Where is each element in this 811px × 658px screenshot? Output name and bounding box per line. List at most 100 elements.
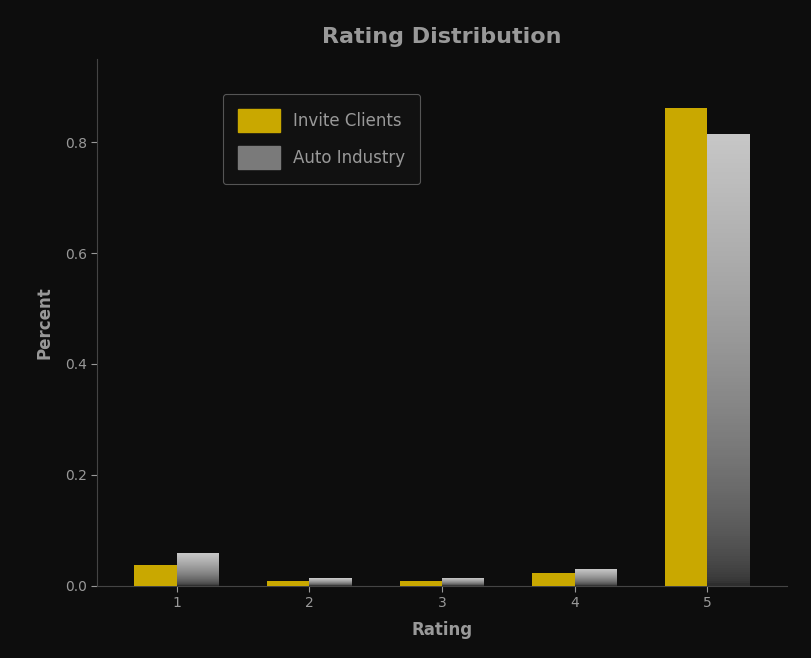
- Bar: [707, 547, 749, 549]
- Bar: [400, 580, 442, 586]
- Bar: [707, 362, 749, 365]
- Bar: [707, 317, 749, 319]
- Bar: [707, 186, 749, 188]
- Bar: [707, 409, 749, 412]
- Bar: [707, 263, 749, 265]
- Bar: [707, 497, 749, 500]
- Bar: [707, 286, 749, 288]
- Bar: [707, 313, 749, 315]
- Bar: [707, 425, 749, 428]
- Bar: [707, 378, 749, 380]
- Bar: [707, 218, 749, 220]
- Bar: [707, 371, 749, 373]
- Bar: [707, 170, 749, 172]
- Bar: [707, 543, 749, 545]
- Bar: [707, 349, 749, 351]
- Bar: [707, 240, 749, 242]
- Bar: [707, 511, 749, 513]
- Bar: [707, 267, 749, 270]
- Bar: [707, 455, 749, 457]
- Bar: [707, 190, 749, 193]
- Bar: [707, 301, 749, 303]
- Bar: [707, 486, 749, 488]
- Bar: [707, 581, 749, 584]
- Bar: [707, 369, 749, 371]
- Bar: [707, 387, 749, 389]
- Bar: [707, 234, 749, 236]
- Bar: [707, 177, 749, 179]
- Bar: [707, 396, 749, 398]
- Bar: [707, 405, 749, 407]
- Bar: [707, 428, 749, 430]
- Bar: [707, 556, 749, 559]
- Bar: [665, 108, 707, 586]
- Bar: [707, 470, 749, 472]
- Bar: [707, 155, 749, 157]
- Bar: [707, 159, 749, 161]
- Bar: [707, 199, 749, 202]
- Bar: [707, 305, 749, 308]
- Bar: [707, 310, 749, 313]
- Bar: [707, 220, 749, 222]
- Bar: [707, 274, 749, 276]
- Bar: [707, 527, 749, 529]
- Bar: [707, 238, 749, 240]
- Bar: [707, 324, 749, 326]
- Bar: [707, 477, 749, 480]
- Bar: [707, 283, 749, 286]
- Bar: [707, 513, 749, 516]
- Bar: [707, 270, 749, 272]
- Bar: [707, 495, 749, 497]
- Bar: [707, 242, 749, 245]
- Bar: [707, 552, 749, 554]
- Bar: [707, 145, 749, 147]
- Bar: [707, 360, 749, 362]
- Bar: [707, 195, 749, 197]
- Bar: [707, 326, 749, 328]
- Bar: [707, 509, 749, 511]
- Bar: [707, 475, 749, 477]
- Bar: [707, 288, 749, 290]
- Bar: [707, 385, 749, 387]
- Bar: [707, 193, 749, 195]
- Bar: [707, 529, 749, 532]
- Bar: [707, 251, 749, 254]
- Bar: [707, 174, 749, 177]
- Bar: [707, 211, 749, 213]
- Bar: [707, 579, 749, 581]
- Bar: [707, 574, 749, 576]
- Bar: [707, 472, 749, 475]
- Bar: [707, 226, 749, 229]
- Bar: [707, 231, 749, 234]
- Bar: [707, 468, 749, 470]
- Bar: [135, 565, 177, 586]
- Bar: [707, 346, 749, 349]
- Bar: [707, 136, 749, 139]
- Title: Rating Distribution: Rating Distribution: [322, 26, 562, 47]
- Bar: [707, 335, 749, 338]
- Bar: [707, 450, 749, 453]
- Bar: [707, 134, 749, 136]
- Bar: [707, 338, 749, 340]
- Bar: [707, 197, 749, 199]
- Bar: [707, 488, 749, 491]
- Bar: [707, 328, 749, 330]
- Bar: [707, 407, 749, 409]
- Bar: [707, 466, 749, 468]
- Bar: [707, 292, 749, 294]
- Bar: [707, 439, 749, 441]
- Bar: [707, 504, 749, 507]
- Bar: [707, 188, 749, 190]
- Bar: [707, 322, 749, 324]
- Bar: [707, 249, 749, 251]
- Bar: [707, 570, 749, 572]
- Bar: [707, 340, 749, 342]
- Bar: [707, 351, 749, 353]
- Bar: [707, 163, 749, 166]
- Bar: [707, 333, 749, 335]
- Bar: [707, 297, 749, 299]
- Bar: [707, 389, 749, 392]
- Bar: [707, 576, 749, 579]
- Bar: [707, 453, 749, 455]
- Bar: [707, 150, 749, 152]
